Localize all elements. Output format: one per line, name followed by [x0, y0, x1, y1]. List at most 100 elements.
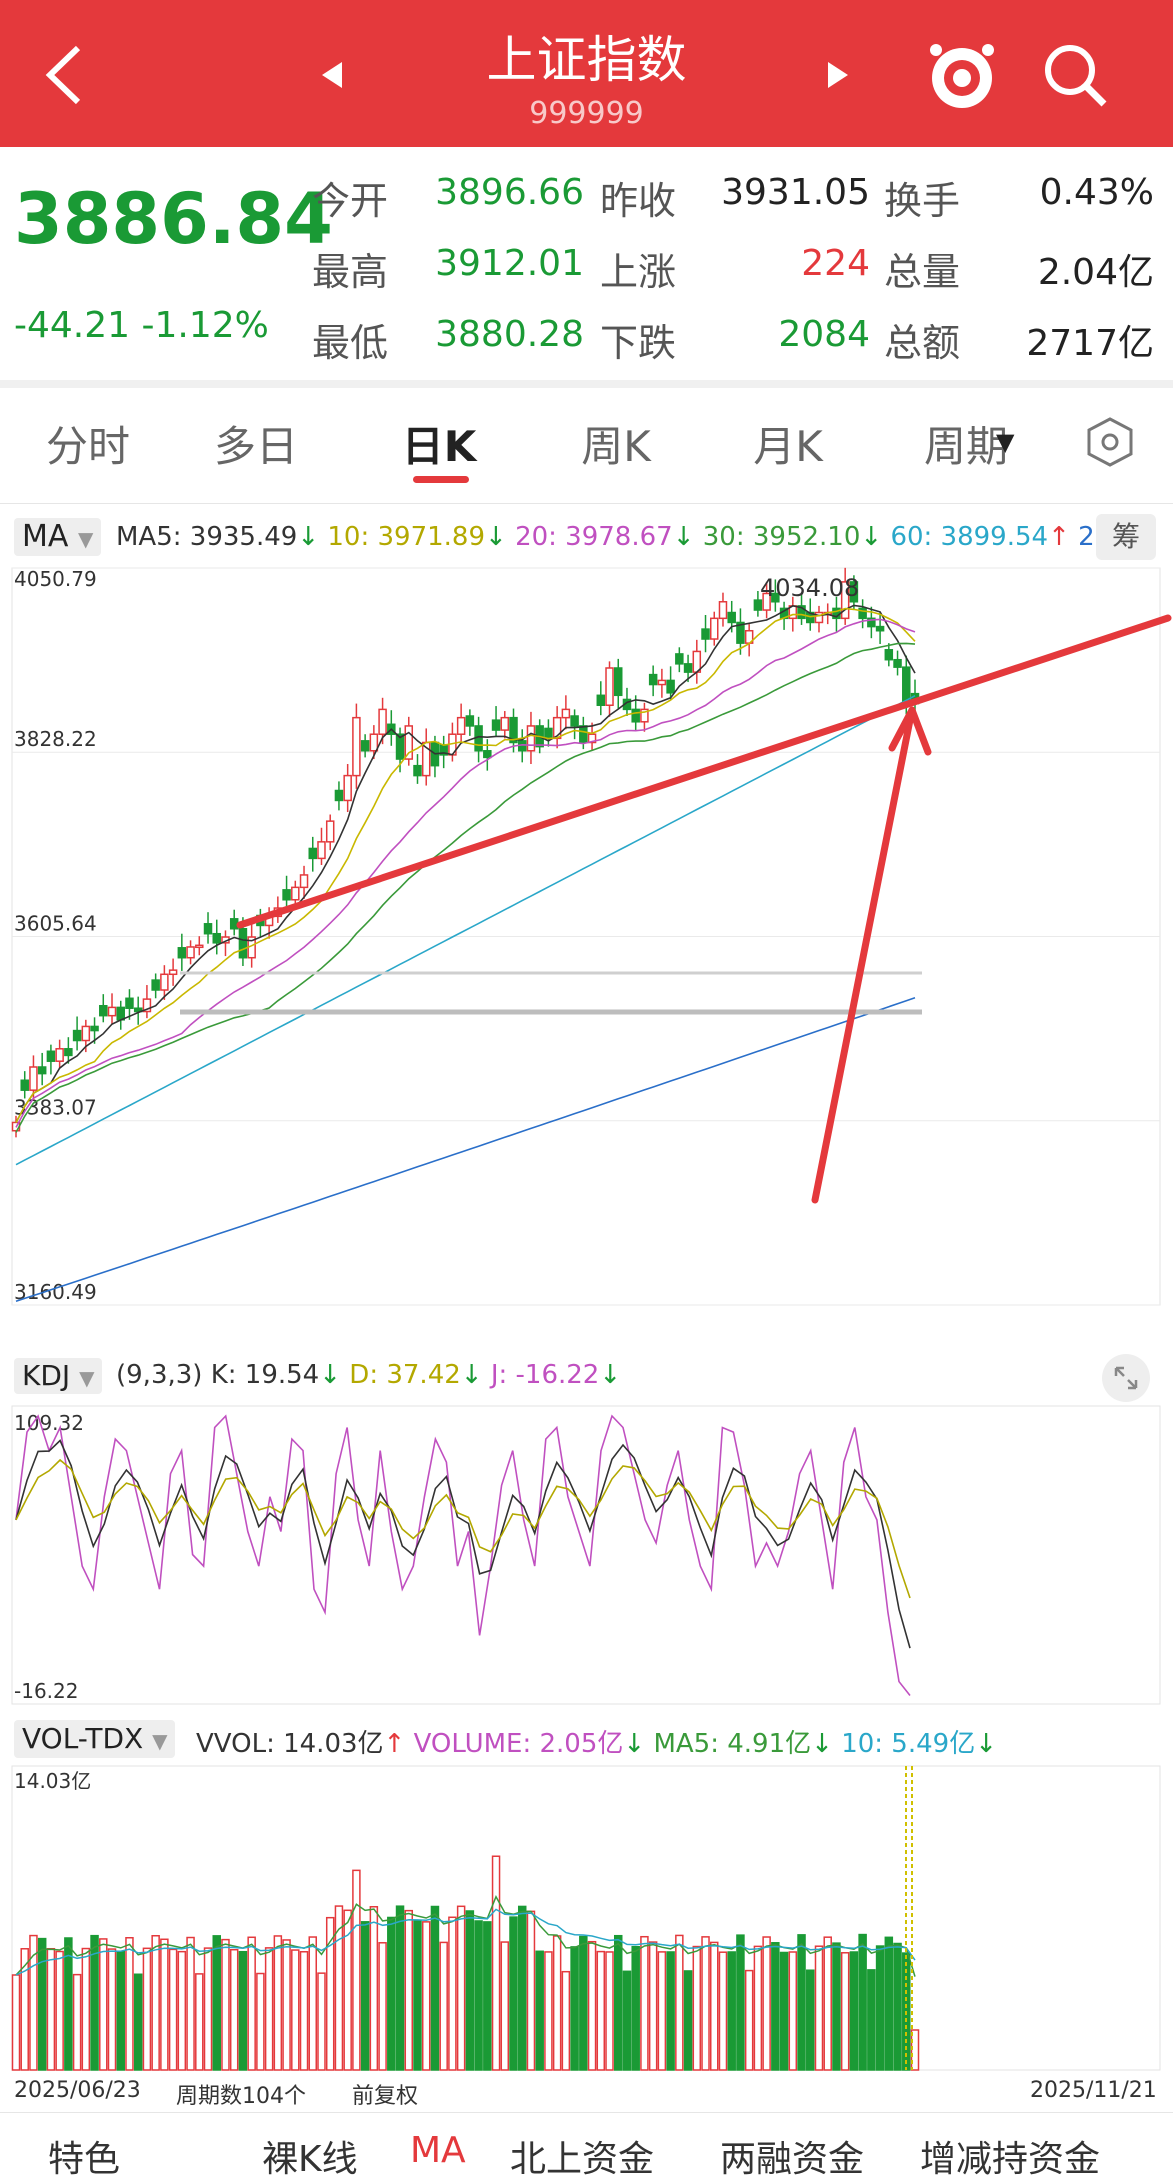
candle [168, 969, 178, 976]
volume-bar [107, 1948, 117, 2071]
volume-bar [535, 1950, 544, 2071]
y-axis-label: 3160.49 [14, 1280, 97, 1304]
bottom-tab-5[interactable]: 增减持资金 [920, 2139, 1101, 2180]
vol-selector[interactable]: VOL-TDX ▼ [14, 1720, 176, 1758]
candle [544, 727, 553, 740]
tab-4[interactable]: 月K [753, 422, 823, 471]
adjust-mode: 前复权 [352, 2084, 419, 2109]
tab-0[interactable]: 分时 [45, 422, 130, 471]
candle [334, 789, 344, 802]
candle [718, 601, 728, 620]
volume-bar [692, 1945, 702, 2071]
settings-hexagon-icon[interactable] [1084, 416, 1136, 468]
quote-value: 3896.66 [435, 172, 584, 213]
candle [675, 653, 684, 665]
volume-bar [893, 1942, 902, 2071]
tab-5[interactable]: 周期 [923, 422, 1008, 471]
candle [308, 847, 318, 860]
volume-bar [282, 1939, 291, 2071]
volume-bar [46, 1947, 56, 2071]
candle [579, 725, 588, 744]
y-axis-label: 4050.79 [14, 567, 97, 591]
candle [875, 625, 885, 632]
search-icon[interactable] [1040, 40, 1110, 110]
volume-bar [186, 1936, 195, 2071]
candle [107, 1006, 117, 1017]
tab-3[interactable]: 周K [581, 422, 651, 471]
candlestick-chart[interactable]: 4050.793828.223605.643383.073160.494034.… [0, 560, 1173, 1340]
quote-label: 上涨 [600, 250, 677, 294]
bottom-tab-3[interactable]: 北上资金 [510, 2139, 655, 2180]
assistant-icon[interactable] [926, 38, 998, 112]
volume-bar [727, 1951, 736, 2071]
volume-bar [413, 1919, 422, 2071]
volume-bar [867, 1969, 876, 2071]
quote-value: 3912.01 [435, 243, 584, 284]
volume-bar [814, 1945, 824, 2071]
tab-2[interactable]: 日K [401, 422, 477, 471]
chip-distribution-button[interactable]: 筹 [1096, 514, 1156, 560]
candle [657, 679, 667, 686]
candle [605, 667, 614, 706]
volume-bar [631, 1945, 640, 2071]
volume-bar [160, 1938, 169, 2071]
candle [151, 979, 160, 991]
vol-y-top: 14.03亿 [14, 1769, 91, 1793]
candle [229, 918, 239, 930]
ma5-line [15, 604, 916, 1123]
candle [413, 764, 422, 777]
bottom-tab-1[interactable]: 裸K线 [262, 2139, 358, 2180]
volume-bar [483, 1921, 492, 2071]
volume-bar [11, 1974, 21, 2071]
tab-1[interactable]: 多日 [213, 422, 298, 471]
candle [404, 725, 414, 760]
volume-bar [343, 1909, 352, 2071]
volume-bar [517, 1905, 527, 2071]
volume-bar [648, 1941, 658, 2071]
candle [203, 923, 213, 935]
volume-bar [526, 1910, 536, 2071]
kdj-frame [11, 1405, 1161, 1705]
volume-bar [884, 1936, 894, 2071]
quote-label: 换手 [884, 179, 961, 223]
volume-bar [465, 1910, 475, 2071]
volume-bar [421, 1921, 431, 2071]
volume-bar [579, 1935, 588, 2071]
volume-bar [151, 1935, 160, 2071]
volume-bar [622, 1970, 632, 2071]
bottom-tab-0[interactable]: 特色 [48, 2139, 121, 2180]
candle [37, 1066, 47, 1075]
quote-value: 3880.28 [435, 314, 584, 355]
back-icon[interactable] [40, 42, 90, 108]
stock-code: 999999 [529, 96, 644, 131]
volume-bar [657, 1951, 667, 2071]
prev-stock-icon[interactable] [320, 60, 346, 90]
candle [238, 928, 248, 959]
candle [613, 667, 623, 697]
volume-bar [203, 1947, 213, 2071]
expand-icon[interactable] [1100, 1352, 1152, 1404]
kdj-selector[interactable]: KDJ ▼ [14, 1358, 103, 1394]
bottom-tab-2[interactable]: MA [410, 2130, 466, 2171]
current-price: 3886.84 [14, 178, 333, 260]
candle [561, 708, 571, 719]
candle [46, 1050, 56, 1062]
candle [797, 605, 806, 620]
quote-label: 总量 [884, 250, 961, 294]
volume-bar [142, 1947, 152, 2071]
trendline-annotation [236, 614, 1172, 929]
volume-bar [448, 1916, 457, 2071]
volume-bar [666, 1951, 675, 2071]
vol-ma10-line [15, 1908, 916, 1976]
bottom-tab-4[interactable]: 两融资金 [720, 2139, 865, 2180]
candle [369, 733, 379, 752]
ma-selector[interactable]: MA ▼ [14, 518, 102, 556]
kdj-chart[interactable]: 109.32 -16.22 [0, 1400, 1173, 1710]
period-dropdown-icon[interactable]: ▼ [996, 428, 1015, 456]
volume-bar [561, 1970, 571, 2071]
volume-bar [317, 1972, 326, 2071]
divider [0, 380, 1173, 388]
volume-chart[interactable]: 14.03亿 [0, 1762, 1173, 2072]
volume-bar [90, 1934, 99, 2071]
next-stock-icon[interactable] [824, 60, 850, 90]
